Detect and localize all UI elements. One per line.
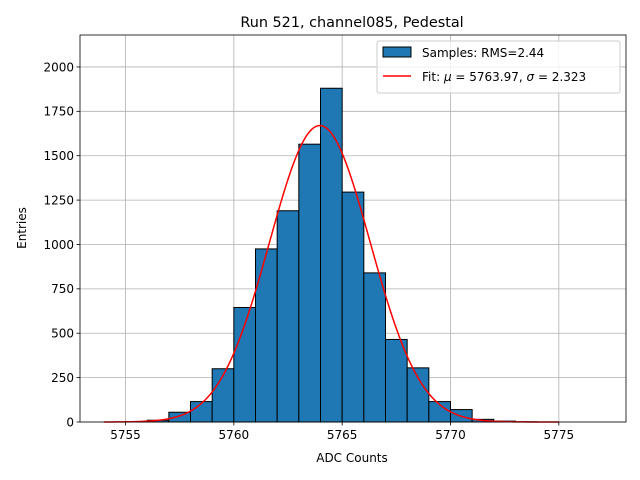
legend-samples-swatch	[382, 46, 412, 58]
y-tick-label: 2000	[43, 60, 74, 74]
histogram-bars	[125, 87, 538, 423]
y-tick-label: 1000	[43, 238, 74, 252]
legend: Samples: RMS=2.44 Fit: μ = 5763.97, σ = …	[376, 40, 621, 94]
x-tick-label: 5765	[327, 428, 358, 442]
histogram-bar	[320, 87, 343, 423]
y-tick-label: 500	[51, 327, 74, 341]
x-tick-label: 5755	[110, 428, 141, 442]
legend-box	[376, 40, 621, 94]
legend-fit-sigma-symbol: σ	[527, 70, 535, 84]
legend-fit-label: Fit: μ = 5763.97, σ = 2.323	[422, 70, 586, 84]
x-tick-label: 5775	[544, 428, 575, 442]
legend-fit-mu-value: = 5763.97,	[452, 70, 527, 84]
histogram-bar	[363, 272, 387, 423]
y-axis-ticks: 0 250 500 750 1000 1250 1500 1750 2000	[43, 60, 80, 429]
histogram-bar	[168, 411, 191, 423]
legend-fit-mu-symbol: μ	[443, 70, 452, 84]
histogram-bar	[255, 248, 278, 423]
histogram-bar	[190, 401, 213, 423]
histogram-bar	[341, 191, 365, 423]
x-axis-ticks: 5755 5760 5765 5770 5775	[110, 422, 574, 442]
y-tick-label: 0	[66, 415, 74, 429]
y-tick-label: 1250	[43, 193, 74, 207]
histogram-bar	[276, 210, 300, 423]
y-tick-label: 1500	[43, 149, 74, 163]
y-tick-label: 750	[51, 282, 74, 296]
y-tick-label: 1750	[43, 105, 74, 119]
histogram-bar	[298, 143, 322, 423]
x-axis-label: ADC Counts	[316, 451, 388, 465]
legend-fit-sigma-value: = 2.323	[534, 70, 586, 84]
legend-fit-prefix: Fit:	[422, 70, 444, 84]
y-axis-label: Entries	[15, 207, 29, 249]
y-tick-label: 250	[51, 371, 74, 385]
x-tick-label: 5770	[435, 428, 466, 442]
fit-curve	[103, 124, 559, 423]
x-tick-label: 5760	[219, 428, 250, 442]
legend-samples-label: Samples: RMS=2.44	[422, 46, 544, 60]
histogram-bar	[385, 338, 408, 423]
plot-frame	[79, 34, 627, 423]
fit-curve-layer	[103, 124, 559, 423]
histogram-bar	[406, 367, 430, 423]
chart-title: Run 521, channel085, Pedestal	[240, 15, 463, 31]
